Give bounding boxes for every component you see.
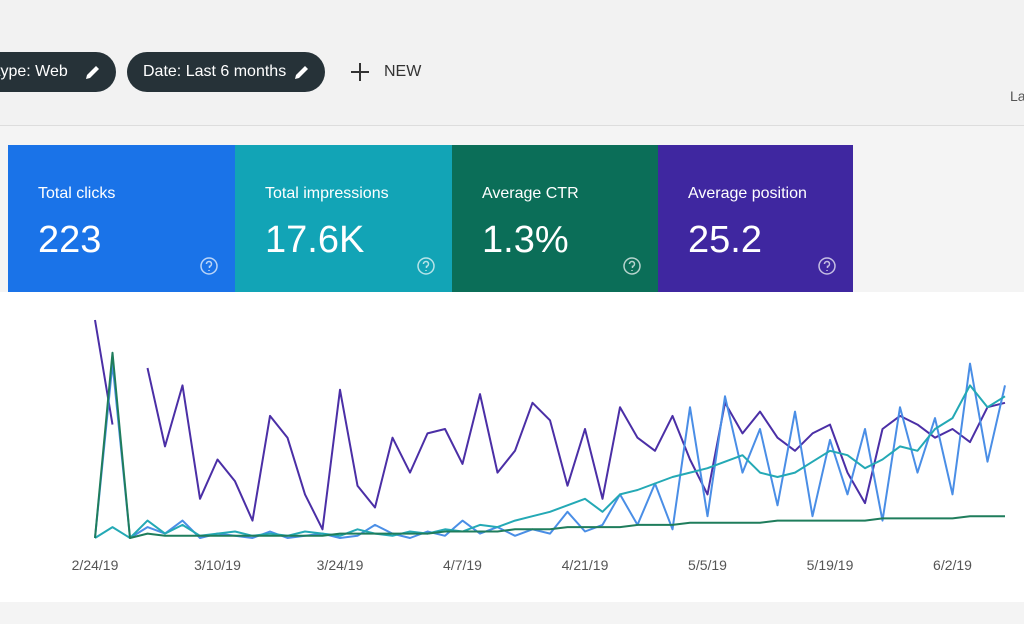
data-line bbox=[94, 362, 1006, 539]
metric-card[interactable]: Average CTR 1.3% bbox=[452, 145, 658, 292]
new-button[interactable]: NEW bbox=[350, 60, 421, 84]
data-line bbox=[94, 319, 1006, 531]
cut-label: La bbox=[1010, 88, 1024, 104]
metric-value: 17.6K bbox=[265, 219, 365, 261]
toolbar: type: Web Date: Last 6 months NEW La bbox=[0, 0, 1024, 126]
metric-card[interactable]: Total impressions 17.6K bbox=[235, 145, 452, 292]
metric-card[interactable]: Average position 25.2 bbox=[658, 145, 853, 292]
chart: 2/24/19 3/10/19 3/24/19 4/7/19 4/21/19 5/5/19… bbox=[72, 319, 1006, 573]
chip-label: type: Web bbox=[0, 63, 68, 80]
metric-label: Average CTR bbox=[482, 185, 579, 202]
x-tick-label: 6/2/19 bbox=[933, 557, 972, 573]
filter-chip[interactable]: type: Web bbox=[0, 52, 116, 92]
metric-label: Total clicks bbox=[38, 185, 116, 202]
metric-value: 25.2 bbox=[688, 219, 762, 261]
data-line bbox=[94, 384, 1006, 539]
metric-value: 1.3% bbox=[482, 219, 569, 261]
x-tick-label: 4/21/19 bbox=[562, 557, 609, 573]
edit-icon bbox=[295, 66, 308, 79]
x-tick-label: 2/24/19 bbox=[72, 557, 119, 573]
metric-label: Average position bbox=[688, 185, 807, 202]
data-line bbox=[94, 351, 1005, 539]
x-tick-label: 5/19/19 bbox=[807, 557, 854, 573]
x-tick-label: 3/10/19 bbox=[194, 557, 241, 573]
new-label: NEW bbox=[384, 63, 422, 80]
filter-chip[interactable]: Date: Last 6 months bbox=[127, 52, 325, 92]
edit-icon bbox=[86, 66, 99, 79]
plus-icon bbox=[351, 63, 369, 81]
metric-label: Total impressions bbox=[265, 185, 389, 202]
help-icon[interactable] bbox=[416, 256, 436, 276]
help-icon[interactable] bbox=[817, 256, 837, 276]
x-tick-label: 5/5/19 bbox=[688, 557, 727, 573]
metric-card[interactable]: Total clicks 223 bbox=[8, 145, 235, 292]
chip-label: Date: Last 6 months bbox=[143, 63, 287, 80]
x-tick-label: 4/7/19 bbox=[443, 557, 482, 573]
help-icon[interactable] bbox=[622, 256, 642, 276]
x-tick-label: 3/24/19 bbox=[317, 557, 364, 573]
metric-value: 223 bbox=[38, 219, 102, 261]
chart-area: 2/24/19 3/10/19 3/24/19 4/7/19 4/21/19 5/5/19… bbox=[0, 292, 1024, 602]
help-icon[interactable] bbox=[199, 256, 219, 276]
